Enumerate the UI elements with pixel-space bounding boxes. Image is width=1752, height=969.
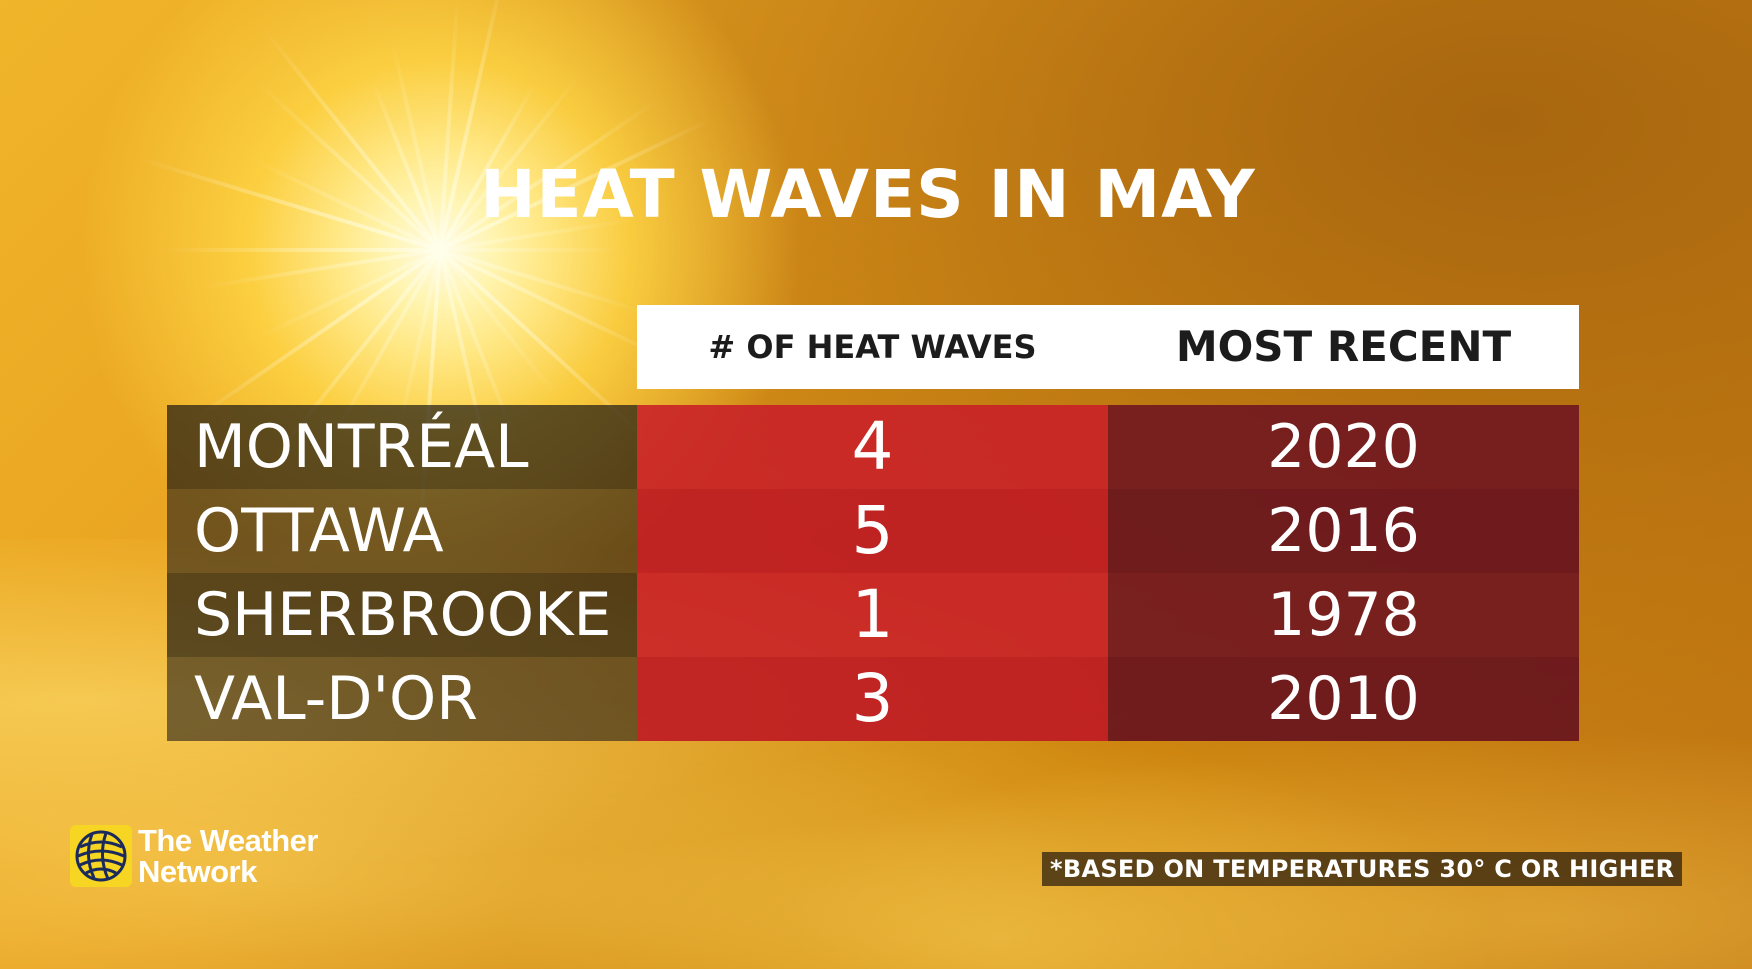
footnote: *BASED ON TEMPERATURES 30° C OR HIGHER (1042, 852, 1683, 886)
table-row: OTTAWA 5 2016 (167, 489, 1579, 573)
heat-waves-cell: 5 (637, 489, 1108, 573)
header-heat-waves: # OF HEAT WAVES (708, 328, 1037, 366)
globe-icon (70, 825, 132, 887)
most-recent-cell: 2010 (1108, 657, 1579, 741)
brand-line-2: Network (138, 854, 257, 889)
most-recent-cell: 2020 (1108, 405, 1579, 489)
brand-name: The Weather Network (138, 825, 358, 887)
city-cell: VAL-D'OR (167, 657, 637, 741)
sun-ray (440, 248, 620, 252)
heat-waves-cell: 3 (637, 657, 1108, 741)
brand-line-1: The Weather (138, 823, 318, 858)
most-recent-cell: 2016 (1108, 489, 1579, 573)
table-row: VAL-D'OR 3 2010 (167, 657, 1579, 741)
city-cell: SHERBROOKE (167, 573, 637, 657)
most-recent-cell: 1978 (1108, 573, 1579, 657)
sun-ray (162, 248, 440, 252)
table-header: # OF HEAT WAVES MOST RECENT (637, 305, 1579, 389)
chart-title: HEAT WAVES IN MAY (480, 156, 1256, 233)
city-cell: OTTAWA (167, 489, 637, 573)
table-row: SHERBROOKE 1 1978 (167, 573, 1579, 657)
sun-ray (439, 248, 670, 363)
table-row: MONTRÉAL 4 2020 (167, 405, 1579, 489)
heat-waves-cell: 1 (637, 573, 1108, 657)
city-cell: MONTRÉAL (167, 405, 637, 489)
header-most-recent: MOST RECENT (1175, 322, 1512, 371)
heat-waves-cell: 4 (637, 405, 1108, 489)
